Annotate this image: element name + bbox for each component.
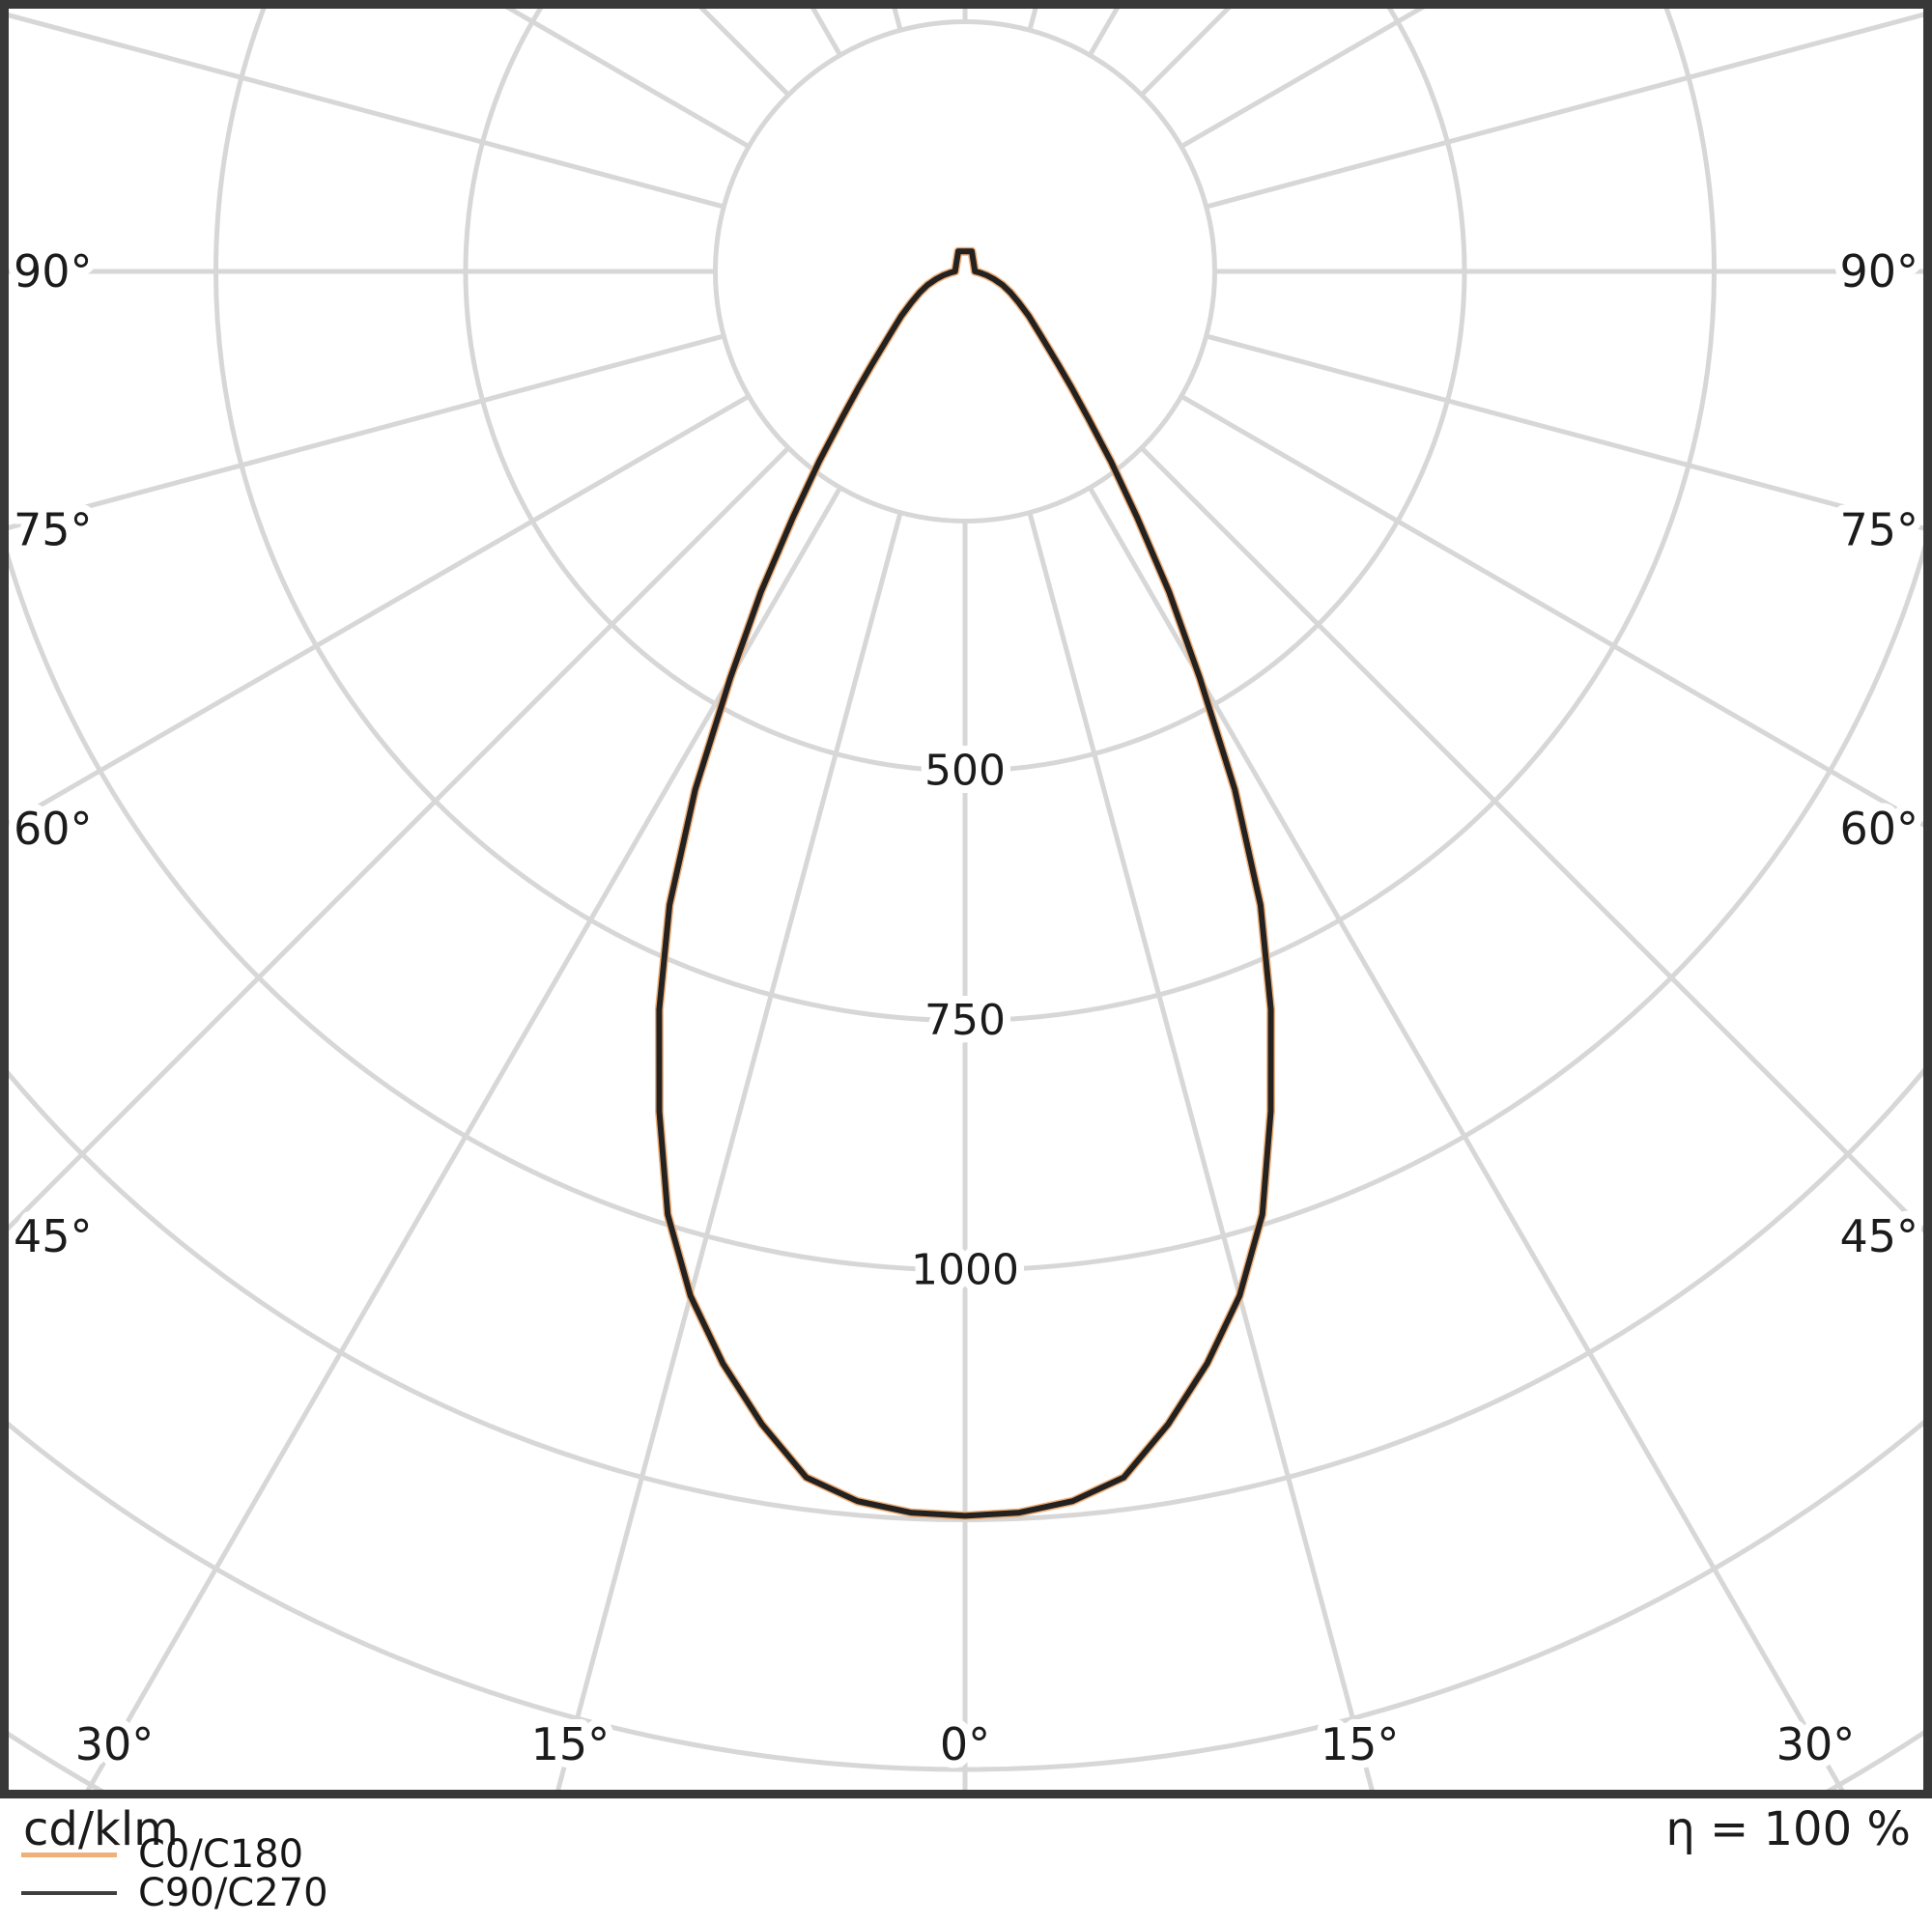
grid-ray	[555, 512, 903, 1790]
angle-label-left-90: 90°	[14, 245, 93, 297]
radial-units-caption: cd/klm	[23, 1802, 179, 1856]
angle-label-bottom-2: 0°	[940, 1718, 990, 1770]
plot-frame	[0, 0, 1932, 1798]
grid-ray	[1206, 333, 1923, 531]
radial-tick-label-750: 750	[924, 996, 1006, 1045]
angle-label-right-45: 45°	[1839, 1210, 1918, 1262]
grid-ray	[1140, 446, 1923, 1233]
radial-tick-label-1000: 1000	[911, 1246, 1019, 1295]
grid-ray	[1179, 394, 1923, 828]
efficiency-caption: η = 100 %	[1665, 1802, 1911, 1856]
curve-c90-c270	[656, 248, 1274, 1519]
angle-label-left-60: 60°	[14, 803, 93, 855]
radial-tick-label-500: 500	[924, 747, 1006, 796]
grid-ray	[9, 333, 724, 530]
legend-label-c90-c270: C90/C270	[138, 1871, 328, 1915]
angle-label-right-60: 60°	[1839, 803, 1918, 855]
grid-ray	[1206, 12, 1923, 210]
grid-ray	[9, 446, 790, 1231]
angle-label-left-45: 45°	[14, 1210, 93, 1262]
angle-label-right-90: 90°	[1839, 245, 1918, 297]
grid-ray	[9, 13, 724, 210]
legend-item-c90-c270: C90/C270	[21, 1874, 328, 1912]
angle-label-bottom-3: 15°	[1321, 1718, 1400, 1770]
angle-label-bottom-0: 30°	[75, 1718, 155, 1770]
legend-label-c0-c180: C0/C180	[138, 1832, 304, 1877]
angle-label-bottom-4: 30°	[1776, 1718, 1856, 1770]
legend: C0/C180 C90/C270	[21, 1835, 328, 1912]
intensity-curves	[654, 246, 1276, 1520]
c90-c270-line-swatch	[21, 1891, 117, 1895]
c0-c180-line-swatch	[21, 1852, 117, 1857]
grid-ray	[85, 486, 842, 1790]
grid-ray	[1027, 512, 1375, 1790]
angle-label-bottom-1: 15°	[531, 1718, 611, 1770]
angle-label-left-75: 75°	[14, 504, 93, 556]
angle-label-right-75: 75°	[1839, 504, 1918, 556]
grid-ray	[9, 394, 751, 827]
grid-ray	[1088, 486, 1845, 1790]
legend-item-c0-c180: C0/C180	[21, 1835, 328, 1874]
